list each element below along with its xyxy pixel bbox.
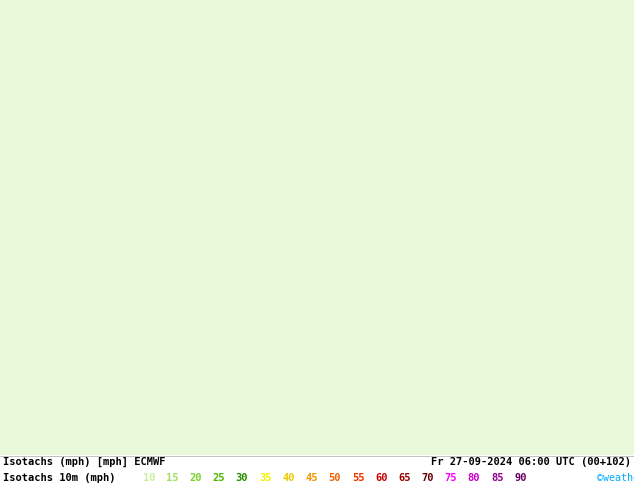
Text: 20: 20	[190, 473, 202, 483]
Text: 70: 70	[422, 473, 434, 483]
Text: 50: 50	[328, 473, 341, 483]
Text: 35: 35	[259, 473, 271, 483]
Text: 40: 40	[282, 473, 295, 483]
Text: 25: 25	[212, 473, 225, 483]
Text: 90: 90	[514, 473, 527, 483]
Text: 60: 60	[375, 473, 387, 483]
Text: Fr 27-09-2024 06:00 UTC (00+102): Fr 27-09-2024 06:00 UTC (00+102)	[431, 457, 631, 467]
Text: 10: 10	[143, 473, 155, 483]
Text: 65: 65	[398, 473, 411, 483]
Text: 45: 45	[306, 473, 318, 483]
Text: 30: 30	[236, 473, 249, 483]
Text: 15: 15	[166, 473, 179, 483]
Text: ©weatheronline.co.uk: ©weatheronline.co.uk	[597, 473, 634, 483]
Text: 85: 85	[491, 473, 503, 483]
Text: 80: 80	[468, 473, 481, 483]
Text: Isotachs 10m (mph): Isotachs 10m (mph)	[3, 473, 115, 483]
Text: Isotachs (mph) [mph] ECMWF: Isotachs (mph) [mph] ECMWF	[3, 457, 165, 467]
Text: 55: 55	[352, 473, 365, 483]
Text: 75: 75	[444, 473, 457, 483]
